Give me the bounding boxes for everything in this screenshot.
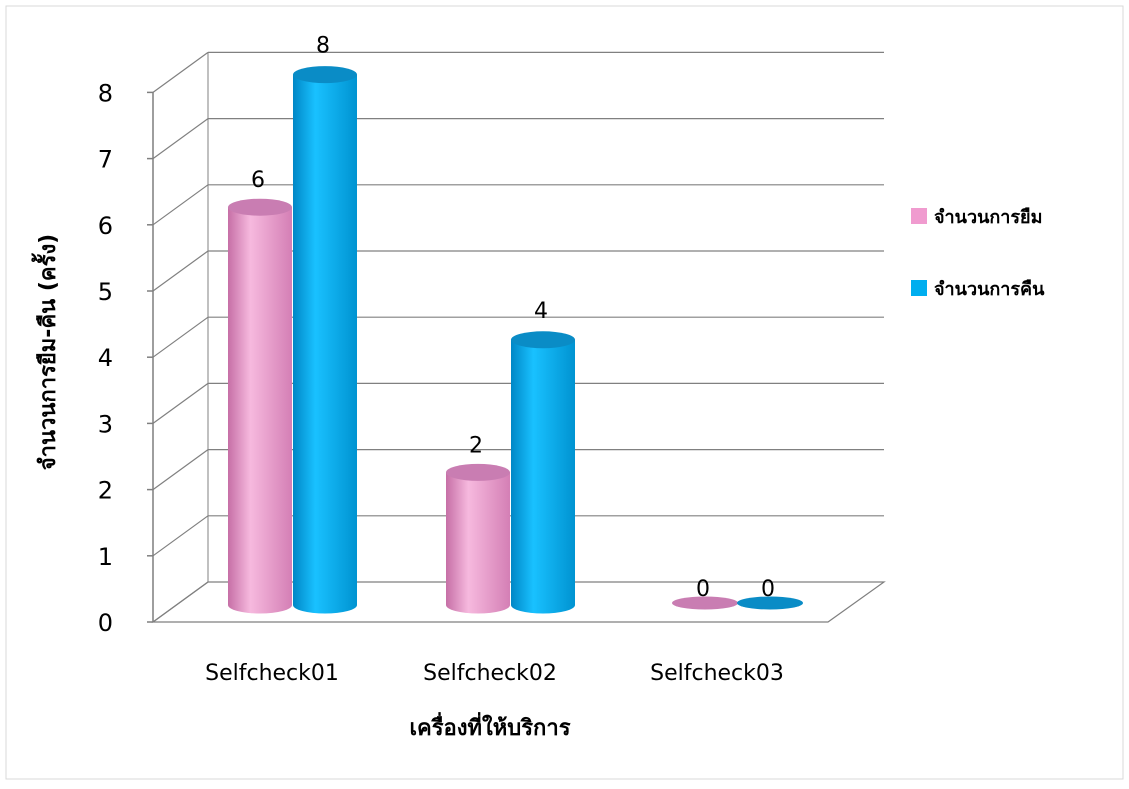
y-tick-label: 5 (98, 278, 113, 306)
y-tick-label: 2 (98, 477, 113, 505)
bars (228, 66, 803, 614)
bar-top (228, 198, 292, 216)
y-axis-title: จำนวนการยืม-คืน (ครั้ง) (31, 234, 61, 471)
legend-swatch-borrow (911, 208, 927, 224)
data-label: 8 (316, 34, 330, 59)
data-label: 0 (696, 577, 710, 602)
x-tick-label: Selfcheck01 (205, 661, 339, 686)
side-wall-line (152, 51, 209, 93)
side-wall-line (152, 316, 209, 358)
bar (511, 331, 575, 614)
x-tick-label: Selfcheck02 (423, 661, 557, 686)
y-tick-label: 4 (98, 344, 113, 372)
data-label: 0 (761, 577, 775, 602)
y-tick-label: 7 (98, 146, 113, 174)
bar-top (293, 66, 357, 84)
y-tick-label: 8 (98, 79, 113, 107)
bar-body (446, 472, 510, 614)
bar (446, 463, 510, 614)
axes (147, 91, 154, 623)
y-tick-label: 3 (98, 410, 113, 438)
labels: 0 1 2 3 4 5 6 7 8 Selfcheck01 Selfcheck02 Selfcheck… (98, 34, 784, 686)
side-wall-line (152, 382, 209, 424)
bar (293, 66, 357, 614)
y-tick-label: 6 (98, 212, 113, 240)
y-tick-label: 0 (98, 609, 113, 637)
side-wall-line (152, 184, 209, 226)
legend: จำนวนการยืม จำนวนการคืน (911, 207, 1045, 300)
bar-top (737, 596, 803, 610)
bar-top (672, 596, 738, 610)
legend-label-return: จำนวนการคืน (934, 279, 1045, 300)
bar (737, 596, 803, 610)
data-label: 6 (251, 168, 265, 193)
bar-top (511, 331, 575, 349)
data-label: 2 (469, 433, 483, 458)
bar-body (511, 339, 575, 614)
side-wall-line (152, 581, 209, 623)
legend-label-borrow: จำนวนการยืม (934, 207, 1042, 228)
data-label: 4 (534, 299, 548, 324)
side-wall-line (152, 250, 209, 292)
bar (672, 596, 738, 610)
bar-body (293, 74, 357, 614)
bar (228, 198, 292, 614)
bar-top (446, 463, 510, 481)
side-wall-line (152, 515, 209, 557)
side-wall-line (152, 118, 209, 160)
y-tick-label: 1 (98, 543, 113, 571)
legend-swatch-return (911, 280, 927, 296)
x-tick-label: Selfcheck03 (650, 661, 784, 686)
side-wall-line (152, 449, 209, 491)
bar-body (228, 207, 292, 614)
x-axis-title: เครื่องที่ให้บริการ (409, 711, 570, 741)
